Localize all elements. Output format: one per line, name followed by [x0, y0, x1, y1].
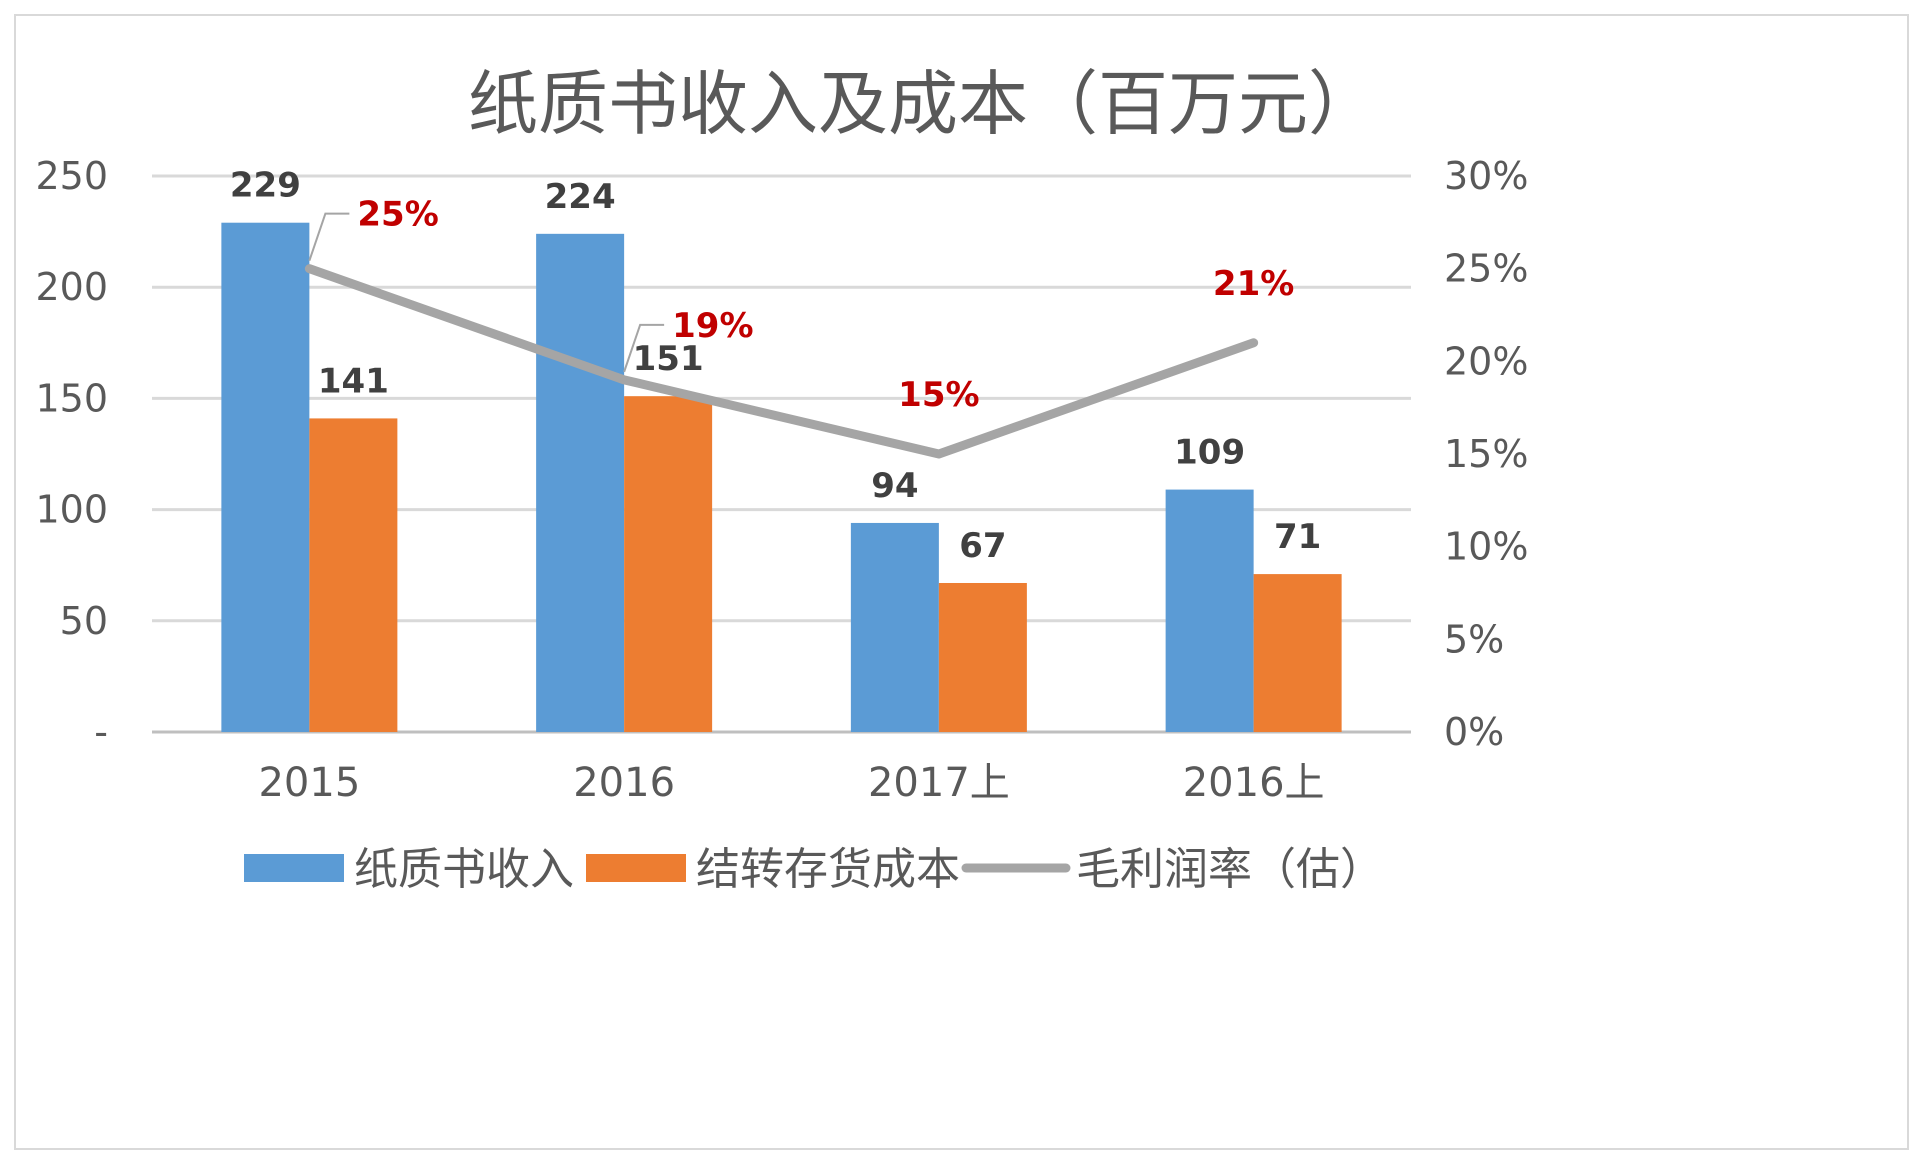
category-label: 2017上 [868, 760, 1010, 806]
bar-revenue [221, 222, 310, 733]
right-tick-label: 5% [1444, 617, 1504, 661]
bar-series [221, 222, 1342, 733]
margin-point [1251, 340, 1256, 345]
bar-revenue [536, 233, 625, 732]
bar-data-label: 151 [633, 339, 704, 379]
category-axis: 2015 2016 2017上 2016上 [258, 760, 1324, 806]
legend-label: 毛利润率（估） [1076, 844, 1384, 895]
bar-cost [938, 582, 1027, 732]
margin-point [307, 266, 312, 271]
leader-line [308, 212, 350, 261]
bar-data-label: 94 [871, 466, 918, 506]
chart-title: 纸质书收入及成本（百万元） [468, 63, 1378, 145]
bar-data-label: 229 [230, 166, 301, 206]
right-axis: 0% 5% 10% 15% 20% 25% 30% [1444, 154, 1528, 754]
margin-line [304, 264, 1259, 459]
legend-swatch [244, 854, 344, 882]
line-data-label: 25% [357, 195, 438, 235]
line-series [304, 264, 1259, 459]
legend-label: 纸质书收入 [354, 844, 574, 895]
leader-line [623, 323, 665, 373]
category-label: 2016上 [1183, 760, 1325, 806]
bar-cost [624, 396, 713, 732]
right-tick-label: 25% [1444, 247, 1528, 291]
legend-swatch [586, 854, 686, 882]
margin-point [936, 452, 941, 456]
bar-data-label: 71 [1274, 517, 1321, 557]
left-tick-label: - [94, 710, 108, 754]
left-tick-label: 250 [35, 154, 108, 198]
bar-revenue [850, 522, 939, 732]
chart-frame: 纸质书收入及成本（百万元） - 50 100 150 200 250 0% 5% 10% 15%… [14, 14, 1909, 1150]
bar-cost [1253, 574, 1342, 732]
right-tick-label: 30% [1444, 154, 1528, 198]
category-label: 2016 [573, 760, 675, 806]
line-data-label: 15% [898, 375, 979, 415]
data-labels: 229 224 94 109 141 151 67 71 25% 19% 15% 21% [230, 166, 1321, 566]
line-data-label: 21% [1213, 264, 1294, 304]
right-tick-label: 15% [1444, 432, 1528, 476]
left-tick-label: 100 [35, 488, 108, 532]
line-data-label: 19% [672, 306, 753, 346]
bar-revenue [1165, 489, 1254, 732]
legend-label: 结转存货成本 [696, 844, 960, 895]
right-tick-label: 20% [1444, 339, 1528, 383]
margin-point [622, 377, 627, 382]
bar-data-label: 67 [959, 526, 1006, 566]
bar-data-label: 224 [545, 177, 616, 217]
bar-data-label: 109 [1174, 433, 1245, 473]
left-tick-label: 150 [35, 376, 108, 420]
left-tick-label: 200 [35, 265, 108, 309]
category-label: 2015 [258, 760, 360, 806]
legend: 纸质书收入 结转存货成本 毛利润率（估） [244, 844, 1384, 895]
right-tick-label: 0% [1444, 710, 1504, 754]
combo-chart: 纸质书收入及成本（百万元） - 50 100 150 200 250 0% 5% 10% 15%… [35, 63, 1528, 895]
left-axis: - 50 100 150 200 250 [35, 154, 108, 754]
bar-data-label: 141 [318, 361, 389, 401]
right-tick-label: 10% [1444, 525, 1528, 569]
bar-cost [309, 418, 398, 732]
left-tick-label: 50 [60, 599, 108, 643]
